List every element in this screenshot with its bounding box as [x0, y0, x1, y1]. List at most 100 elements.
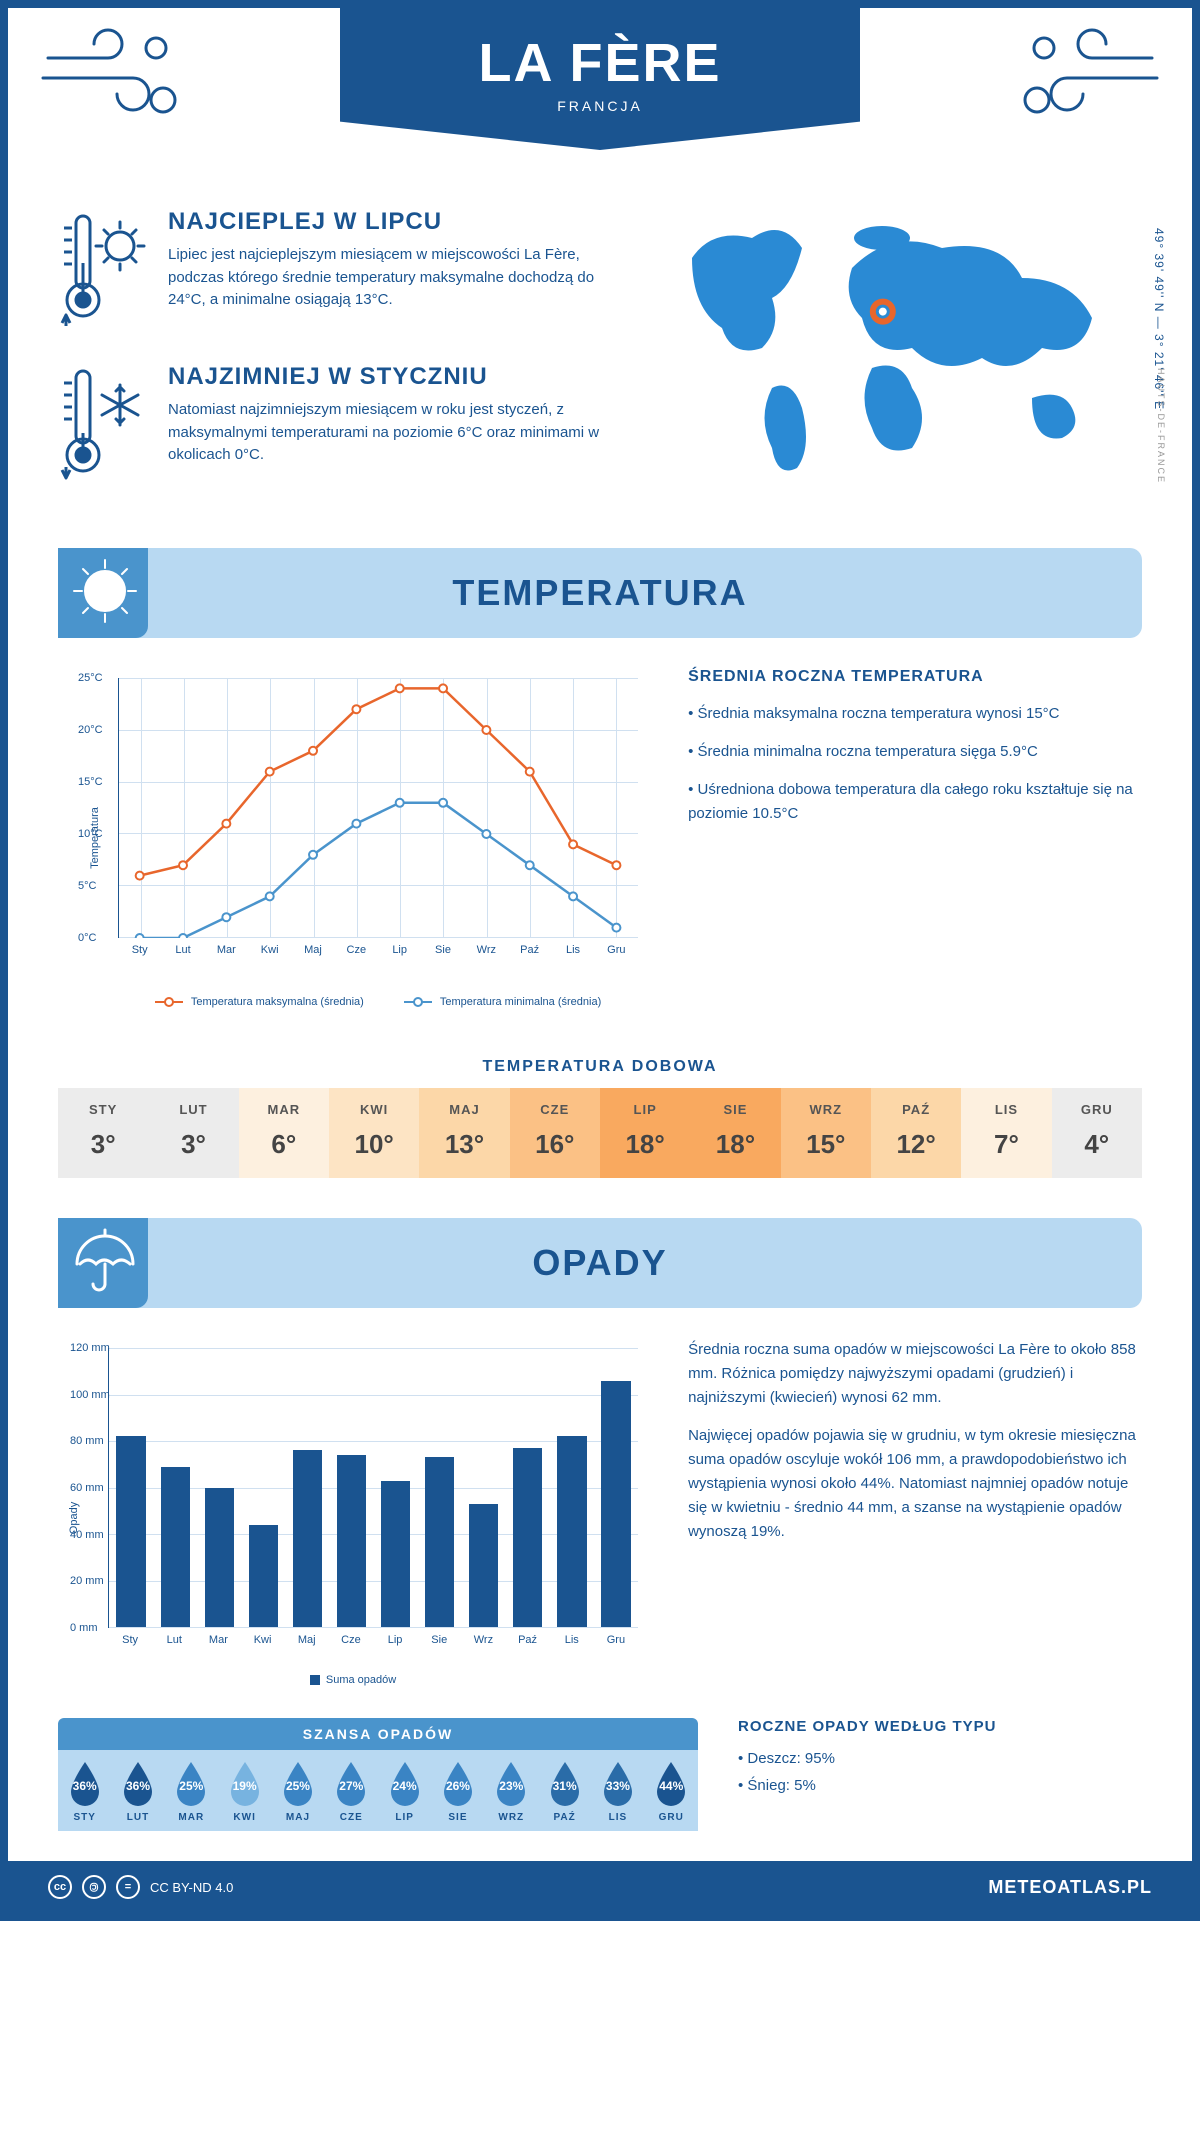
daily-cell: LIS7°	[961, 1088, 1051, 1178]
chance-value: 27%	[339, 1779, 363, 1793]
chance-value: 25%	[179, 1779, 203, 1793]
daily-value: 18°	[600, 1129, 690, 1160]
precip-xtick: Paź	[518, 1634, 537, 1646]
intro-row: NAJCIEPLEJ W LIPCU Lipiec jest najcieple…	[8, 208, 1192, 548]
chance-month: STY	[58, 1812, 111, 1823]
chance-value: 19%	[233, 1779, 257, 1793]
temp-xtick: Kwi	[261, 944, 279, 956]
precip-xtick: Cze	[341, 1634, 361, 1646]
chance-month: SIE	[431, 1812, 484, 1823]
chance-cell: 26%SIE	[431, 1750, 484, 1831]
hot-fact-text: Lipiec jest najcieplejszym miesiącem w m…	[168, 244, 622, 312]
daily-month: LIP	[600, 1102, 690, 1117]
chance-value: 25%	[286, 1779, 310, 1793]
precip-type-title: ROCZNE OPADY WEDŁUG TYPU	[738, 1718, 996, 1735]
raindrop-icon: 19%	[225, 1760, 265, 1808]
daily-cell: STY3°	[58, 1088, 148, 1178]
temp-xtick: Sie	[435, 944, 451, 956]
raindrop-icon: 36%	[118, 1760, 158, 1808]
daily-temp-strip: STY3°LUT3°MAR6°KWI10°MAJ13°CZE16°LIP18°S…	[58, 1088, 1142, 1178]
region-label: HAUTS-DE-FRANCE	[1156, 368, 1166, 484]
daily-value: 3°	[148, 1129, 238, 1160]
footer: cc 🄯 = CC BY-ND 4.0 METEOATLAS.PL	[8, 1861, 1192, 1913]
rain-chance-title: SZANSA OPADÓW	[58, 1718, 698, 1750]
precip-p2: Najwięcej opadów pojawia się w grudniu, …	[688, 1424, 1142, 1544]
chance-month: LUT	[111, 1812, 164, 1823]
hot-fact-title: NAJCIEPLEJ W LIPCU	[168, 208, 622, 236]
chance-value: 31%	[553, 1779, 577, 1793]
precip-section-title: OPADY	[532, 1242, 667, 1284]
footer-license: cc 🄯 = CC BY-ND 4.0	[48, 1875, 233, 1899]
temp-xtick: Maj	[304, 944, 322, 956]
temp-ytick: 5°C	[78, 880, 96, 892]
precip-ytick: 60 mm	[70, 1482, 104, 1494]
precip-ytick: 0 mm	[70, 1622, 98, 1634]
daily-value: 15°	[781, 1129, 871, 1160]
chance-value: 33%	[606, 1779, 630, 1793]
chance-cell: 19%KWI	[218, 1750, 271, 1831]
wind-icon	[38, 28, 178, 133]
raindrop-icon: 27%	[331, 1760, 371, 1808]
raindrop-icon: 25%	[278, 1760, 318, 1808]
temp-xtick: Wrz	[477, 944, 496, 956]
precip-bar	[425, 1457, 454, 1627]
precip-bar	[557, 1436, 586, 1627]
precip-p1: Średnia roczna suma opadów w miejscowośc…	[688, 1338, 1142, 1410]
chance-cell: 24%LIP	[378, 1750, 431, 1831]
title-banner: LA FÈRE FRANCJA	[340, 8, 860, 150]
daily-cell: LUT3°	[148, 1088, 238, 1178]
daily-value: 3°	[58, 1129, 148, 1160]
daily-month: LIS	[961, 1102, 1051, 1117]
daily-cell: KWI10°	[329, 1088, 419, 1178]
precip-bar	[161, 1467, 190, 1627]
precip-xtick: Wrz	[474, 1634, 493, 1646]
daily-cell: MAR6°	[239, 1088, 329, 1178]
precip-xtick: Sty	[122, 1634, 138, 1646]
chance-value: 36%	[73, 1779, 97, 1793]
precip-legend: Suma opadów	[58, 1674, 648, 1686]
temp-side-title: ŚREDNIA ROCZNA TEMPERATURA	[688, 668, 1142, 686]
temp-xtick: Sty	[132, 944, 148, 956]
temp-side-text: ŚREDNIA ROCZNA TEMPERATURA • Średnia mak…	[688, 668, 1142, 1008]
precip-bar	[116, 1436, 145, 1627]
daily-value: 18°	[690, 1129, 780, 1160]
precip-xtick: Maj	[298, 1634, 316, 1646]
temp-section-banner: TEMPERATURA	[58, 548, 1142, 638]
precip-xtick: Lip	[388, 1634, 403, 1646]
precip-xtick: Mar	[209, 1634, 228, 1646]
umbrella-icon	[70, 1226, 140, 1301]
chance-month: GRU	[645, 1812, 698, 1823]
precip-ytick: 100 mm	[70, 1389, 110, 1401]
temp-bullet: • Średnia minimalna roczna temperatura s…	[688, 740, 1142, 764]
license-label: CC BY-ND 4.0	[150, 1880, 233, 1895]
daily-temp-title: TEMPERATURA DOBOWA	[8, 1058, 1192, 1076]
chance-value: 23%	[499, 1779, 523, 1793]
precip-bar	[469, 1504, 498, 1627]
precip-body: Opady Suma opadów 0 mm20 mm40 mm60 mm80 …	[8, 1308, 1192, 1718]
temp-xtick: Lis	[566, 944, 580, 956]
precip-bar	[513, 1448, 542, 1627]
cold-fact-title: NAJZIMNIEJ W STYCZNIU	[168, 363, 622, 391]
daily-value: 6°	[239, 1129, 329, 1160]
daily-cell: CZE16°	[510, 1088, 600, 1178]
page: LA FÈRE FRANCJA NAJCIEPLEJ W LIPCU Lipie…	[0, 0, 1200, 1921]
temp-bullet: • Średnia maksymalna roczna temperatura …	[688, 702, 1142, 726]
daily-cell: WRZ15°	[781, 1088, 871, 1178]
precip-ytick: 120 mm	[70, 1342, 110, 1354]
precip-type-line: • Śnieg: 5%	[738, 1772, 996, 1799]
wind-icon	[1022, 28, 1162, 133]
temp-xtick: Gru	[607, 944, 625, 956]
chance-value: 36%	[126, 1779, 150, 1793]
rain-chance-box: SZANSA OPADÓW 36%STY36%LUT25%MAR19%KWI25…	[58, 1718, 698, 1831]
chance-cell: 33%LIS	[591, 1750, 644, 1831]
place-title: LA FÈRE	[380, 32, 820, 94]
chance-month: PAŹ	[538, 1812, 591, 1823]
daily-month: GRU	[1052, 1102, 1142, 1117]
precip-bar	[337, 1455, 366, 1627]
chance-cell: 23%WRZ	[485, 1750, 538, 1831]
precip-bar	[249, 1525, 278, 1627]
daily-month: PAŹ	[871, 1102, 961, 1117]
daily-cell: PAŹ12°	[871, 1088, 961, 1178]
temp-body: Temperatura Temperatura maksymalna (śred…	[8, 638, 1192, 1038]
raindrop-icon: 33%	[598, 1760, 638, 1808]
